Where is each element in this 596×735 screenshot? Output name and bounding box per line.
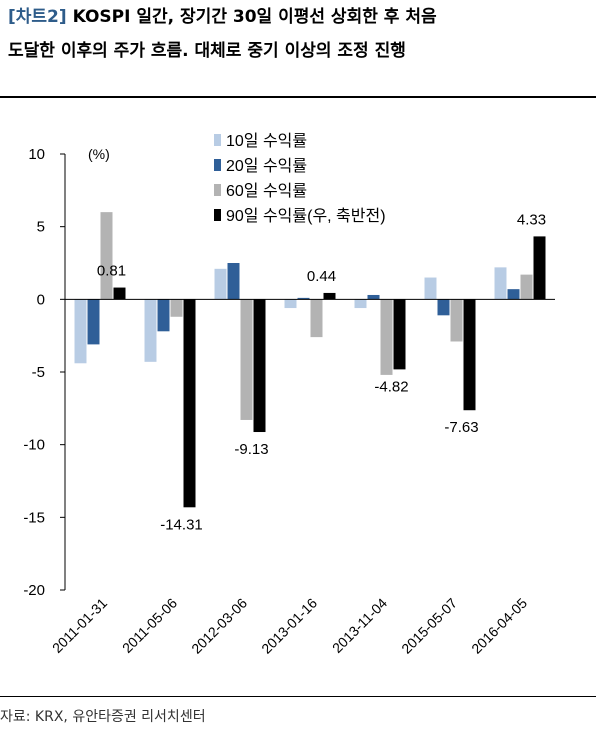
chart-title: [차트2] KOSPI 일간, 장기간 30일 이평선 상회한 후 처음 도달한… <box>8 0 588 68</box>
bar <box>380 299 393 375</box>
bar <box>144 299 157 362</box>
bar <box>354 299 367 309</box>
y-tick-label: -15 <box>23 509 45 526</box>
bar <box>170 299 183 317</box>
legend-label: 90일 수익률(우, 축반전) <box>226 207 386 225</box>
bar <box>284 299 297 309</box>
y-tick-label: 0 <box>37 291 45 308</box>
title-text-1: KOSPI 일간, 장기간 30일 이평선 상회한 후 처음 <box>66 7 437 27</box>
y-tick-label: -5 <box>32 364 45 381</box>
data-label: -4.82 <box>374 378 408 395</box>
x-tick-label: 2011-05-06 <box>119 595 180 656</box>
bar <box>367 294 380 300</box>
bar <box>450 299 463 342</box>
bar <box>113 287 126 300</box>
bar <box>227 263 240 300</box>
bar <box>253 299 266 433</box>
bar <box>240 299 253 420</box>
bar-chart: 10 5 0 -5 -10 -15 -20 (%) 0.81 2011-01-31 -14.31 20… <box>23 132 555 657</box>
bar <box>74 299 87 364</box>
bar <box>393 299 406 370</box>
bar <box>100 212 113 300</box>
title-line-1: [차트2] KOSPI 일간, 장기간 30일 이평선 상회한 후 처음 <box>8 0 588 34</box>
bar <box>463 299 476 411</box>
y-tick-label: 10 <box>28 146 45 163</box>
bar <box>297 297 310 300</box>
bar <box>87 299 100 345</box>
y-tick-label: 5 <box>37 219 45 236</box>
bar <box>323 292 336 300</box>
bar <box>507 289 520 300</box>
bar <box>533 236 546 300</box>
legend-swatch <box>214 184 221 196</box>
source-divider <box>0 696 596 697</box>
bar <box>424 277 437 300</box>
bar <box>157 299 170 332</box>
legend-label: 60일 수익률 <box>226 182 307 200</box>
legend-swatch <box>214 134 221 146</box>
legend-swatch <box>214 209 221 221</box>
x-tick-label: 2013-11-04 <box>329 595 390 656</box>
bar <box>214 268 227 300</box>
x-tick-label: 2015-05-07 <box>398 595 460 657</box>
y-unit-label: (%) <box>88 146 110 162</box>
bar <box>494 267 507 300</box>
data-label: 0.81 <box>97 263 126 280</box>
x-tick-label: 2011-01-31 <box>49 595 110 656</box>
bar <box>183 299 196 508</box>
data-label: -9.13 <box>234 441 268 458</box>
title-line-2: 도달한 이후의 주가 흐름. 대체로 중기 이상의 조정 진행 <box>8 41 406 61</box>
source-note: 자료: KRX, 유안타증권 리서치센터 <box>0 709 206 725</box>
data-label: 4.33 <box>517 211 546 228</box>
x-tick-label: 2013-01-16 <box>258 595 320 657</box>
title-tag: [차트2] <box>8 7 67 27</box>
legend-label: 20일 수익률 <box>226 157 307 175</box>
legend-label: 10일 수익률 <box>226 132 307 150</box>
x-tick-label: 2012-03-06 <box>188 595 250 657</box>
data-label: 0.44 <box>307 268 336 285</box>
y-tick-label: -10 <box>23 437 45 454</box>
legend-swatch <box>214 159 221 171</box>
x-tick-label: 2016-04-05 <box>468 595 530 657</box>
data-label: -7.63 <box>444 419 478 436</box>
bar <box>520 274 533 300</box>
y-tick-label: -20 <box>23 582 45 599</box>
bar <box>310 299 323 338</box>
title-divider <box>0 96 596 98</box>
bar <box>437 299 450 316</box>
data-label: -14.31 <box>160 516 203 533</box>
